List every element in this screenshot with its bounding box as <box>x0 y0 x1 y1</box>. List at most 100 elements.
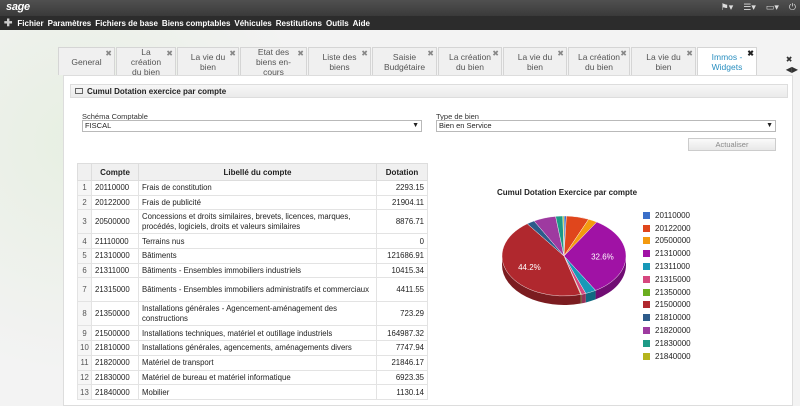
tab-creation-bien-2[interactable]: La création du bien ✖ <box>438 47 502 75</box>
pie-slice-side <box>595 256 626 300</box>
table-row[interactable]: 9 21500000 Installations techniques, matér… <box>77 325 428 342</box>
legend-item[interactable]: 21840000 <box>643 350 691 363</box>
close-icon[interactable]: ✖ <box>686 49 693 58</box>
menu-aide[interactable]: Aide <box>352 18 370 28</box>
table-row[interactable]: 1 20110000 Frais de constitution 2293.15 <box>77 180 428 196</box>
legend-swatch <box>643 352 650 360</box>
type-select[interactable]: Bien en Service ▼ <box>436 120 776 132</box>
pie-slice[interactable] <box>562 215 565 257</box>
legend-item[interactable]: 21810000 <box>643 311 691 324</box>
menu-restitutions[interactable]: Restitutions <box>275 18 322 28</box>
tab-saisie-budgetaire[interactable]: Saisie Budgétaire ✖ <box>372 47 437 75</box>
table-row[interactable]: 3 20500000 Concessions et droits similaire… <box>77 209 428 235</box>
pie-slice[interactable] <box>563 221 627 291</box>
chart-title: Cumul Dotation Exercice par compte <box>497 188 638 197</box>
tab-vie-bien-2[interactable]: La vie du bien ✖ <box>503 47 567 75</box>
row-compte: 20122000 <box>91 194 139 211</box>
close-icon[interactable]: ✖ <box>105 49 112 58</box>
menu-biens-comptables[interactable]: Biens comptables <box>161 18 231 28</box>
row-dotation: 10415.34 <box>376 262 428 279</box>
close-all-icon[interactable]: ✖ <box>785 55 793 64</box>
table-row[interactable]: 13 21840000 Mobilier 1130.14 <box>77 384 428 400</box>
power-icon[interactable]: ⏻ <box>788 2 796 12</box>
tab-vie-bien-3[interactable]: La vie du bien ✖ <box>631 47 696 75</box>
row-dotation: 164987.32 <box>376 325 428 342</box>
table-row[interactable]: 12 21830000 Matériel de bureau et matériel… <box>77 369 428 386</box>
legend-item[interactable]: 21311000 <box>643 260 691 273</box>
row-libelle: Bâtiments <box>138 248 377 264</box>
menu-parametres[interactable]: Paramètres <box>47 18 92 28</box>
legend-item[interactable]: 21830000 <box>643 337 691 350</box>
legend-item[interactable]: 21820000 <box>643 324 691 337</box>
tab-label: La création du bien <box>130 46 162 77</box>
pie-slice-side <box>502 256 581 305</box>
window-icon <box>75 88 83 94</box>
row-compte: 21830000 <box>91 369 139 386</box>
close-icon[interactable]: ✖ <box>747 49 754 58</box>
tab-creation-bien[interactable]: La création du bien ✖ <box>116 46 176 77</box>
close-icon[interactable]: ✖ <box>166 49 173 58</box>
chevron-down-icon: ▼ <box>412 122 419 129</box>
menu-vehicules[interactable]: Véhicules <box>234 18 272 28</box>
legend-item[interactable]: 21500000 <box>643 299 691 312</box>
close-icon[interactable]: ✖ <box>620 49 627 58</box>
legend-label: 21350000 <box>655 287 691 297</box>
col-header-dotation[interactable]: Dotation <box>376 163 428 181</box>
list-icon[interactable]: ☰▾ <box>743 2 756 12</box>
tab-label: La création du bien <box>448 51 492 72</box>
legend-label: 21500000 <box>655 300 691 310</box>
row-compte: 21110000 <box>91 233 139 250</box>
row-dotation: 121686.91 <box>376 248 428 264</box>
pie-percent-label: 32.6% <box>591 252 614 261</box>
legend-item[interactable]: 20500000 <box>643 235 691 248</box>
tab-etat-biens[interactable]: Etat des biens en-cours ✖ <box>240 47 307 77</box>
tab-label: La création du bien <box>577 51 621 72</box>
tab-creation-bien-3[interactable]: La création du bien ✖ <box>568 47 630 75</box>
legend-label: 21310000 <box>655 249 691 259</box>
menu-fichier[interactable]: Fichier <box>17 18 44 28</box>
add-icon[interactable]: ✚ <box>4 17 13 29</box>
tab-liste-biens[interactable]: Liste des biens ✖ <box>308 47 371 75</box>
table-row[interactable]: 7 21315000 Bâtiments - Ensembles immobilie… <box>77 277 428 303</box>
legend-item[interactable]: 21310000 <box>643 247 691 260</box>
legend-item[interactable]: 20122000 <box>643 222 691 235</box>
menu-outils[interactable]: Outils <box>325 18 349 28</box>
table-row[interactable]: 11 21820000 Matériel de transport 21846.17 <box>77 354 428 371</box>
legend-swatch <box>643 288 650 296</box>
row-index: 1 <box>77 180 92 196</box>
folder-icon[interactable]: ▭▾ <box>765 2 779 12</box>
table-row[interactable]: 5 21310000 Bâtiments 121686.91 <box>77 248 428 264</box>
close-icon[interactable]: ✖ <box>492 49 499 58</box>
close-icon[interactable]: ✖ <box>557 49 564 58</box>
legend-item[interactable]: 20110000 <box>643 209 691 222</box>
col-header-libelle[interactable]: Libellé du compte <box>138 163 377 181</box>
menu-fichiers-de-base[interactable]: Fichiers de base <box>95 18 158 28</box>
table-row[interactable]: 10 21810000 Installations générales, agenc… <box>77 340 428 356</box>
refresh-button[interactable]: Actualiser <box>688 138 776 151</box>
tab-scroll-icons[interactable]: ◀▶ <box>785 65 798 74</box>
pie-slice[interactable] <box>501 223 581 297</box>
close-icon[interactable]: ✖ <box>297 49 304 58</box>
tab-general[interactable]: General ✖ <box>58 47 115 75</box>
col-header-compte[interactable]: Compte <box>91 163 139 181</box>
close-icon[interactable]: ✖ <box>427 49 434 58</box>
row-libelle: Installations générales - Agencement-amé… <box>138 301 377 327</box>
row-dotation: 1130.14 <box>376 384 428 400</box>
legend-swatch <box>643 250 650 258</box>
flag-icon[interactable]: ⚑▾ <box>720 2 734 12</box>
table-row[interactable]: 6 21311000 Bâtiments - Ensembles immobilie… <box>77 262 428 279</box>
table-row[interactable]: 8 21350000 Installations générales - Agenc… <box>77 301 428 327</box>
tab-vie-bien[interactable]: La vie du bien ✖ <box>177 47 239 75</box>
tab-scroll[interactable]: ✖ ◀▶ <box>786 55 798 75</box>
tab-immos-widgets[interactable]: Immos - Widgets ✖ <box>697 47 757 75</box>
schema-select[interactable]: FISCAL ▼ <box>82 120 422 132</box>
legend-item[interactable]: 21315000 <box>643 273 691 286</box>
tab-label: La vie du bien <box>517 51 553 72</box>
table-row[interactable]: 4 21110000 Terrains nus 0 <box>77 233 428 250</box>
close-icon[interactable]: ✖ <box>361 49 368 58</box>
legend-swatch <box>643 237 650 245</box>
row-dotation: 6923.35 <box>376 369 428 386</box>
legend-item[interactable]: 21350000 <box>643 286 691 299</box>
close-icon[interactable]: ✖ <box>229 49 236 58</box>
table-row[interactable]: 2 20122000 Frais de publicité 21904.11 <box>77 194 428 211</box>
